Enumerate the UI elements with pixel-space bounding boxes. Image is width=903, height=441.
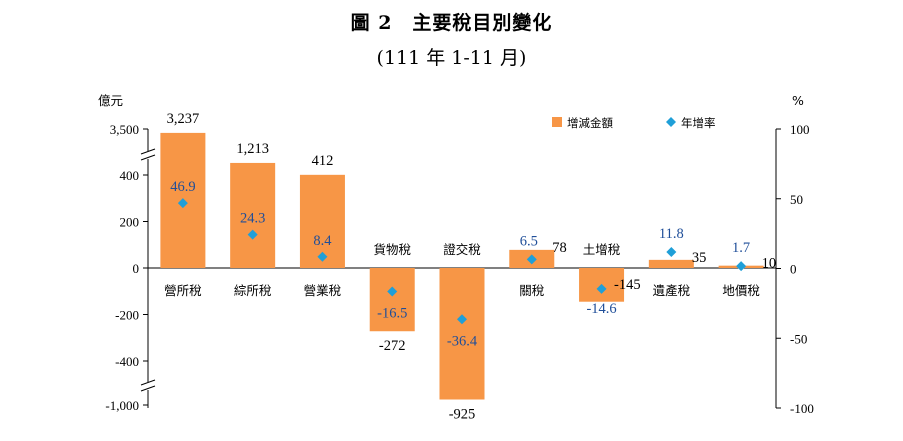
rate-marker-9	[736, 261, 747, 272]
amount-label: -145	[614, 277, 641, 293]
axes-layer: 億元 % 3,500 400 200 0 -200 -400 -1,000 100 50 0 -50 -1…	[98, 93, 814, 416]
amount-label: 412	[312, 153, 334, 169]
rate-label: 6.5	[520, 233, 538, 249]
left-tick-label: 3,500	[110, 122, 139, 137]
rate-label: -14.6	[586, 301, 616, 317]
legend-label-rate: 年增率	[681, 116, 716, 130]
left-tick-label: 400	[120, 168, 140, 183]
category-label: 遺產稅	[653, 283, 691, 298]
chart-title: 圖 2 主要稅目別變化	[350, 12, 553, 34]
rate-marker-7	[596, 283, 607, 294]
amount-label: -925	[449, 407, 476, 423]
rate-marker-1	[177, 198, 188, 209]
rate-marker-5	[457, 314, 467, 325]
axis-break-gap	[142, 382, 154, 390]
category-label: 證交稅	[443, 242, 481, 257]
rate-label: -16.5	[377, 306, 407, 322]
rate-label: 24.3	[240, 211, 265, 227]
right-tick-label: -50	[790, 331, 807, 346]
right-tick-label: 50	[790, 192, 803, 207]
labels-layer: 營所稅 3,237 46.9 綜所稅 1,213 24.3 營業稅 412 8.4 貨物稅 -272…	[164, 111, 776, 423]
bar-5	[439, 268, 485, 400]
markers-layer	[177, 198, 747, 325]
category-label: 地價稅	[722, 283, 760, 298]
left-tick-label: 200	[120, 215, 140, 230]
bar-8	[648, 259, 694, 268]
amount-label: 35	[692, 250, 707, 266]
category-label: 營所稅	[164, 283, 202, 298]
category-label: 貨物稅	[373, 242, 411, 257]
axis-break-gap	[142, 151, 154, 159]
rate-label: -36.4	[447, 333, 478, 349]
amount-label: 10	[762, 256, 777, 272]
right-axis-unit: %	[792, 93, 804, 108]
category-label: 土增稅	[583, 242, 621, 257]
bars-layer	[160, 132, 764, 400]
rate-marker-4	[387, 286, 398, 297]
rate-marker-8	[666, 247, 677, 258]
legend-label-bar: 增減金額	[567, 116, 613, 130]
right-tick-label: 0	[790, 262, 797, 277]
amount-label: 3,237	[167, 111, 200, 127]
rate-marker-6	[526, 254, 537, 265]
left-tick-label: -1,000	[105, 398, 139, 413]
axis-break-mark	[140, 385, 156, 392]
category-label: 營業稅	[304, 283, 342, 298]
rate-label: 46.9	[170, 179, 195, 195]
axis-break-mark	[140, 379, 156, 386]
amount-label: 78	[552, 240, 567, 256]
legend: 增減金額 年增率	[552, 116, 716, 130]
legend-swatch-rate	[666, 117, 676, 127]
rate-marker-3	[317, 251, 328, 262]
bar-4	[369, 268, 415, 332]
axis-break-mark	[140, 148, 156, 155]
amount-label: 1,213	[236, 141, 269, 157]
right-tick-label: -100	[790, 401, 814, 416]
rate-marker-2	[247, 229, 258, 240]
right-tick-label: 100	[790, 122, 810, 137]
left-tick-label: -400	[115, 354, 139, 369]
left-tick-label: 0	[133, 261, 140, 276]
rate-label: 11.8	[659, 226, 684, 242]
rate-label: 1.7	[732, 240, 750, 256]
rate-label: 8.4	[313, 233, 332, 249]
bar-2	[230, 162, 276, 268]
category-label: 關稅	[519, 283, 544, 298]
left-axis-unit: 億元	[98, 93, 123, 108]
left-tick-label: -200	[115, 308, 139, 323]
axis-break-mark	[140, 154, 156, 161]
amount-label: -272	[379, 338, 406, 354]
legend-swatch-bar	[552, 117, 562, 127]
chart-subtitle: (111 年 1-11 月)	[376, 47, 527, 69]
category-label: 綜所稅	[234, 283, 272, 298]
